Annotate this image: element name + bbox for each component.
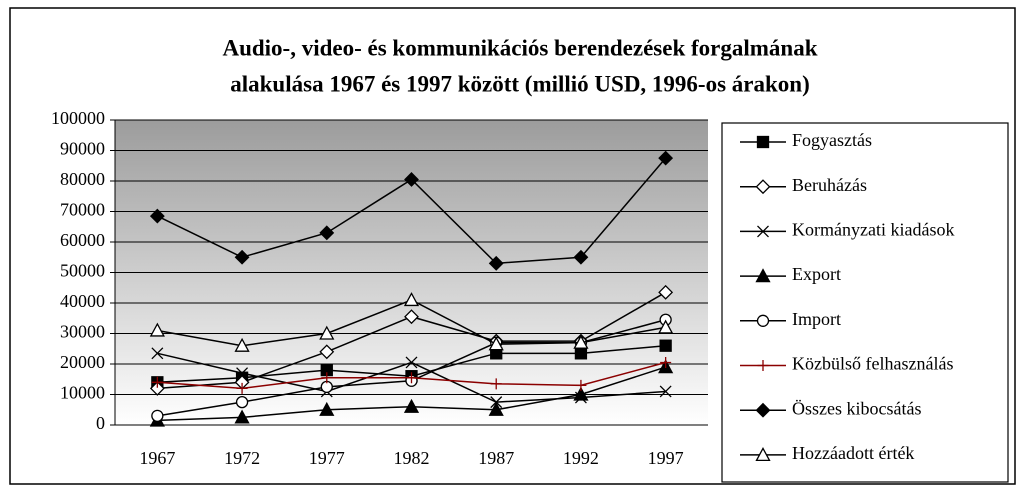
data-point <box>403 398 420 413</box>
data-point <box>319 401 335 416</box>
legend-marker <box>757 225 769 238</box>
data-point <box>575 379 587 391</box>
y-tick-label: 100000 <box>51 108 105 128</box>
legend-marker <box>757 360 769 371</box>
data-point <box>573 334 589 349</box>
data-point <box>319 225 335 241</box>
x-tick-label: 1997 <box>648 448 684 468</box>
data-point <box>235 395 249 409</box>
y-tick-label: 80000 <box>60 169 105 189</box>
y-tick-label: 30000 <box>60 322 105 342</box>
data-point <box>236 367 249 380</box>
chart-title: Audio-, video- és kommunikációs berendez… <box>222 35 817 60</box>
legend-label: Fogyasztás <box>792 130 872 150</box>
data-point <box>319 325 335 340</box>
chart-title: alakulása 1967 és 1997 között (millió US… <box>230 71 810 96</box>
data-point <box>319 344 335 360</box>
y-tick-label: 20000 <box>60 352 105 372</box>
data-point <box>573 249 589 265</box>
y-tick-label: 10000 <box>60 383 105 403</box>
data-point <box>658 284 674 300</box>
legend-marker <box>755 268 771 283</box>
legend-label: Hozzáadott érték <box>792 443 914 463</box>
data-point <box>573 386 589 401</box>
data-point <box>403 292 420 307</box>
x-tick-label: 1992 <box>563 448 599 468</box>
legend-marker <box>755 447 771 462</box>
data-point <box>405 356 418 369</box>
y-tick-label: 90000 <box>60 139 105 159</box>
x-tick-label: 1967 <box>139 448 175 468</box>
data-point <box>490 378 502 390</box>
data-point <box>658 150 674 166</box>
data-point <box>236 382 248 394</box>
data-point <box>151 347 164 360</box>
data-point <box>488 401 504 416</box>
legend-marker <box>755 402 771 418</box>
x-tick-label: 1977 <box>309 448 345 468</box>
data-point <box>234 409 250 424</box>
data-point <box>659 385 672 398</box>
x-tick-label: 1972 <box>224 448 260 468</box>
y-tick-label: 0 <box>96 413 105 433</box>
x-tick-label: 1982 <box>394 448 430 468</box>
data-point <box>404 309 419 325</box>
legend-marker <box>756 314 770 327</box>
x-tick-label: 1987 <box>478 448 514 468</box>
data-point <box>149 208 165 224</box>
legend-label: Beruházás <box>792 175 867 195</box>
legend-marker <box>756 135 770 149</box>
data-point <box>658 319 674 334</box>
data-point <box>151 376 163 388</box>
y-tick-label: 40000 <box>60 291 105 311</box>
data-point <box>660 356 672 368</box>
data-point <box>574 347 588 360</box>
data-point <box>234 249 250 265</box>
legend-label: Export <box>792 264 841 284</box>
data-point <box>488 336 504 351</box>
y-tick-label: 70000 <box>60 200 105 220</box>
legend-label: Közbülső felhasználás <box>792 354 953 374</box>
legend <box>721 122 1009 483</box>
data-point <box>234 337 250 352</box>
legend-label: Import <box>792 309 841 329</box>
data-point <box>404 172 419 187</box>
data-point <box>488 255 504 271</box>
legend-label: Összes kibocsátás <box>792 398 921 418</box>
y-tick-label: 50000 <box>60 261 105 281</box>
legend-marker <box>755 179 771 195</box>
data-point <box>406 372 417 384</box>
data-point <box>149 380 165 396</box>
data-point <box>151 409 164 423</box>
data-point <box>149 322 165 337</box>
data-point <box>321 372 333 384</box>
data-point <box>659 339 672 352</box>
legend-label: Kormányzati kiadások <box>792 220 954 240</box>
y-tick-label: 60000 <box>60 230 105 250</box>
